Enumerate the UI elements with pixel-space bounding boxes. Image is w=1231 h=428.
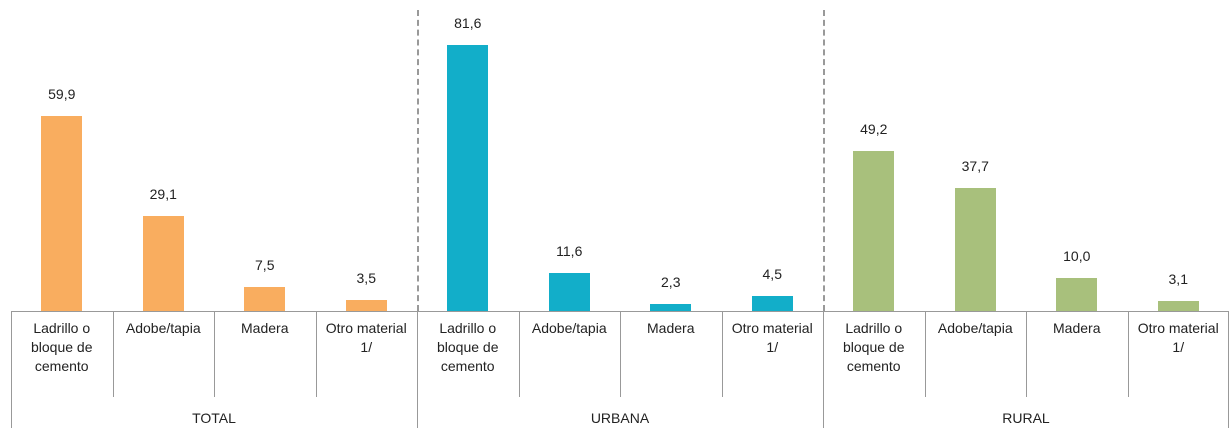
cell-border (1026, 311, 1027, 397)
category-label: Madera (647, 320, 695, 336)
value-label: 37,7 (961, 158, 989, 175)
group-label: RURAL (1002, 410, 1050, 426)
bar (345, 299, 387, 311)
cell-border (112, 311, 114, 397)
bar (954, 188, 996, 311)
category-label: Otro material 1/ (731, 320, 813, 355)
group-separator (823, 10, 825, 311)
group-label: URBANA (590, 410, 650, 426)
category-label: Madera (1053, 320, 1101, 336)
cell-border (214, 311, 215, 397)
cell-border (1127, 311, 1129, 397)
group-border (11, 311, 12, 428)
category-label: Otro material 1/ (325, 320, 407, 355)
category-label: Adobe/tapia (531, 320, 607, 336)
cell-border (721, 311, 723, 397)
value-label: 49,2 (860, 120, 888, 137)
bar (1157, 300, 1199, 311)
category-label: Otro material 1/ (1137, 320, 1219, 355)
group-border (1228, 311, 1229, 428)
group-separator (417, 10, 419, 311)
bar (650, 303, 692, 311)
bar (41, 115, 83, 311)
category-label: Ladrillo o bloque de cemento (436, 320, 499, 374)
bar (853, 150, 895, 311)
category-label: Ladrillo o bloque de cemento (842, 320, 905, 374)
baseline (11, 311, 1229, 312)
group-border (823, 311, 824, 428)
group-border (417, 311, 418, 428)
group-label: TOTAL (192, 410, 236, 426)
category-label: Adobe/tapia (125, 320, 201, 336)
category-label: Madera (241, 320, 289, 336)
category-label: Ladrillo o bloque de cemento (30, 320, 93, 374)
value-label: 3,5 (356, 269, 376, 286)
value-label: 4,5 (762, 266, 782, 283)
cell-border (924, 311, 926, 397)
value-label: 59,9 (48, 85, 76, 102)
category-label: Adobe/tapia (937, 320, 1013, 336)
bar (548, 273, 590, 311)
bar (751, 296, 793, 311)
value-label: 29,1 (149, 186, 177, 203)
value-label: 10,0 (1063, 248, 1091, 265)
cell-border (315, 311, 317, 397)
cell-border (620, 311, 621, 397)
bar (1056, 278, 1098, 311)
value-label: 7,5 (255, 256, 275, 273)
cell-border (518, 311, 520, 397)
bar (447, 44, 489, 311)
value-label: 3,1 (1168, 270, 1188, 287)
bar (244, 286, 286, 311)
value-label: 81,6 (454, 14, 482, 31)
value-label: 11,6 (556, 243, 583, 260)
value-label: 2,3 (661, 273, 681, 290)
bar (142, 216, 184, 311)
